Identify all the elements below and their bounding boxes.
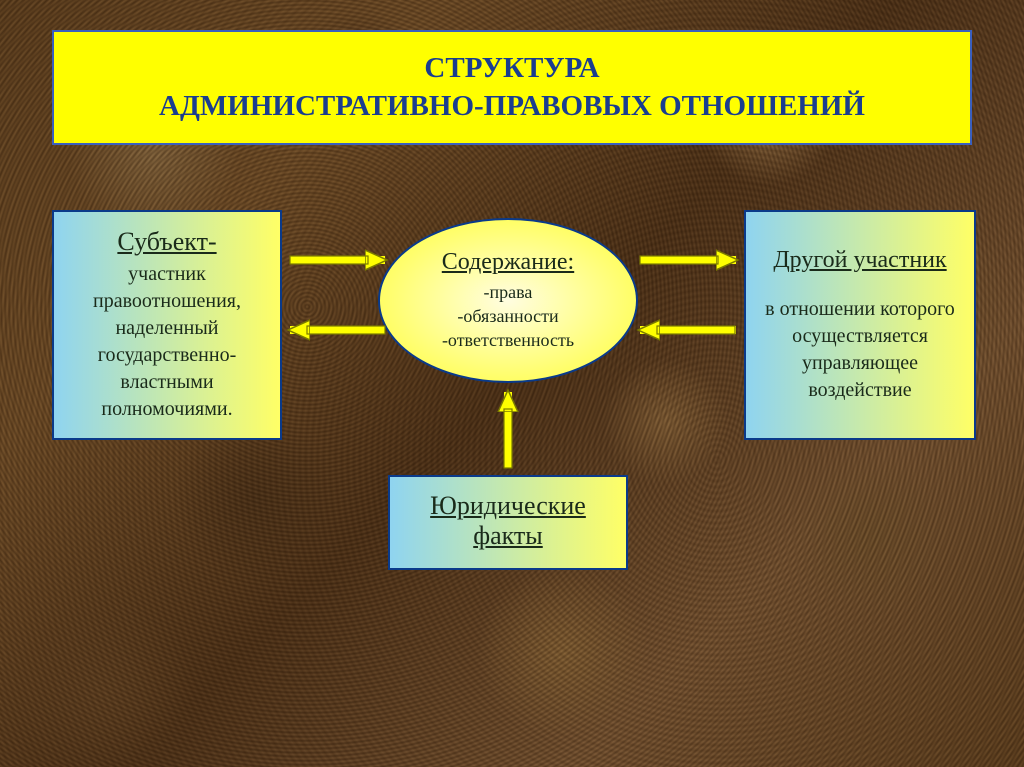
content-title: Содержание: [442,249,574,276]
legal-facts-title: Юридические факты [400,491,616,551]
title-line1: СТРУКТУРА [74,50,950,88]
title-line2: АДМИНИСТРАТИВНО-ПРАВОВЫХ ОТНОШЕНИЙ [74,88,950,126]
node-subject: Субъект- участник правоотношения, наделе… [52,210,282,440]
node-content: Содержание: -права -обязанности -ответст… [378,218,638,383]
node-legal-facts: Юридические факты [388,475,628,570]
subject-body: участник правоотношения, наделенный госу… [64,261,270,423]
subject-title: Субъект- [117,227,216,257]
other-body: в отношении которого осуществляется упра… [756,296,964,404]
node-other: Другой участник в отношении которого осу… [744,210,976,440]
title-box: СТРУКТУРА АДМИНИСТРАТИВНО-ПРАВОВЫХ ОТНОШ… [52,30,972,145]
other-title: Другой участник [773,247,946,274]
content-body: -права -обязанности -ответственность [442,280,574,353]
